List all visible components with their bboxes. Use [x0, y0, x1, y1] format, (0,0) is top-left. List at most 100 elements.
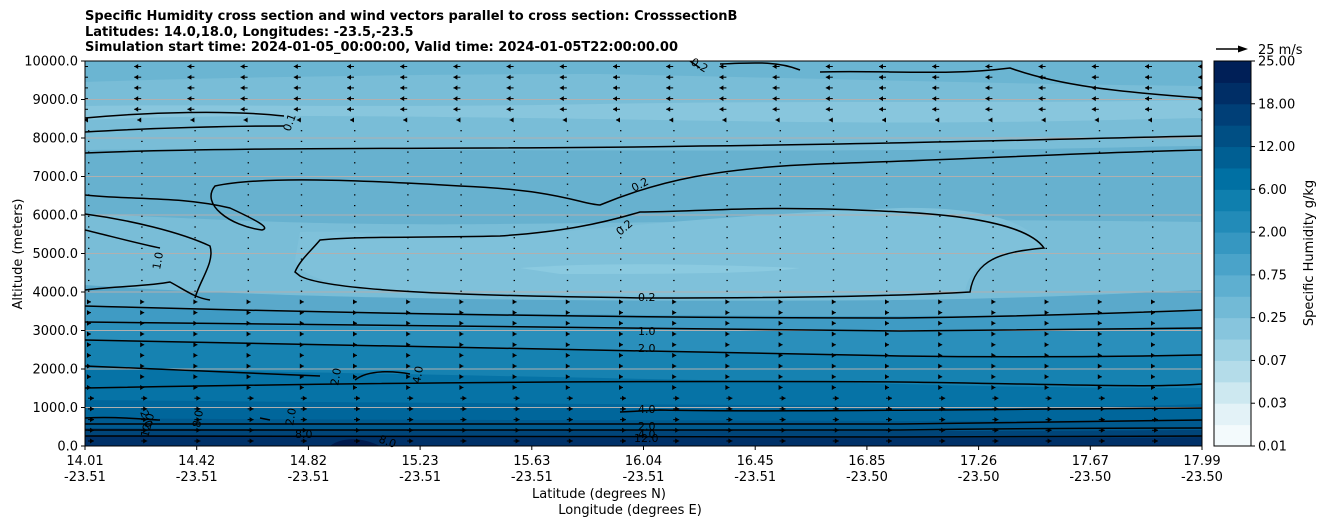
- colorbar-tick-label-4: 0.75: [1258, 268, 1287, 283]
- wind-vector: [886, 290, 888, 292]
- wind-vector: [932, 74, 940, 80]
- y-axis: 0.0 1000.0 2000.0 3000.0 4000.0 5000.0 6000.0 7…: [24, 55, 85, 455]
- wind-vector: [620, 205, 622, 207]
- wind-vector: [725, 331, 730, 337]
- wind-vector: [459, 310, 464, 316]
- wind-vector: [1205, 152, 1206, 153]
- wind-vector: [1205, 259, 1206, 260]
- wind-vector: [1098, 183, 1101, 185]
- wind-vector: [1045, 258, 1047, 260]
- wind-vector: [831, 310, 836, 316]
- wind-vector: [88, 290, 90, 292]
- wind-vector: [832, 417, 839, 423]
- wind-vector: [407, 194, 409, 196]
- wind-vector: [672, 310, 677, 316]
- wind-vector: [512, 374, 517, 380]
- wind-vector: [87, 342, 91, 348]
- wind-vector: [886, 237, 888, 239]
- wind-vector: [1151, 363, 1155, 369]
- wind-vector: [187, 96, 195, 102]
- wind-vector: [666, 64, 674, 69]
- wind-vector: [194, 162, 196, 164]
- wind-vector: [1045, 427, 1052, 433]
- wind-vector: [87, 363, 91, 369]
- wind-vector: [1151, 299, 1155, 305]
- wind-vector: [832, 140, 835, 142]
- wind-vector: [194, 427, 201, 433]
- wind-vector: [299, 310, 304, 316]
- wind-vector: [778, 310, 783, 316]
- wind-vector: [672, 385, 677, 390]
- wind-vector: [246, 331, 251, 337]
- wind-vector: [134, 74, 142, 80]
- wind-vector: [293, 64, 301, 69]
- wind-vector: [566, 395, 573, 401]
- wind-vector: [353, 352, 357, 358]
- wind-vector: [779, 258, 781, 260]
- contour-label: 12.0: [138, 412, 157, 439]
- wind-vector: [992, 130, 994, 132]
- x-tick-label-lat-1: 14.42: [178, 454, 215, 469]
- wind-vector: [886, 140, 888, 142]
- wind-vector: [407, 395, 414, 401]
- wind-vector: [1045, 269, 1047, 271]
- wind-vector: [194, 290, 196, 292]
- wind-vector: [354, 226, 356, 228]
- wind-vector: [1097, 320, 1102, 326]
- band-upper-darker: [85, 61, 1202, 86]
- wind-vector: [886, 258, 888, 260]
- wind-vector: [88, 247, 90, 249]
- wind-vector: [620, 406, 626, 412]
- wind-vector: [506, 74, 514, 80]
- wind-vector: [939, 226, 941, 228]
- wind-vector: [726, 194, 728, 196]
- colorbar-level-6: [1214, 296, 1251, 319]
- wind-vector: [566, 237, 569, 239]
- wind-vector: [1098, 140, 1101, 142]
- wind-vector: [1145, 96, 1152, 102]
- wind-vector: [194, 438, 201, 444]
- x-tick-label-lon-2: -23.51: [287, 470, 329, 485]
- wind-vector: [354, 406, 360, 412]
- wind-vector: [885, 331, 889, 337]
- wind-vector: [1098, 215, 1101, 217]
- wind-vector: [247, 183, 249, 185]
- contour-2-main: [85, 339, 1202, 358]
- wind-vector: [562, 117, 567, 123]
- wind-vector: [779, 215, 781, 217]
- wind-vector: [247, 290, 249, 292]
- wind-vector: [1045, 183, 1047, 185]
- wind-vector: [673, 130, 675, 132]
- wind-vector: [300, 269, 303, 271]
- wind-vector: [885, 374, 889, 380]
- colorbar-tick-label-0: 0.01: [1258, 440, 1287, 455]
- wind-vector: [407, 279, 409, 282]
- wind-vector: [88, 406, 94, 412]
- wind-vector: [513, 279, 515, 282]
- y-tick-label-4: 4000.0: [33, 286, 79, 301]
- wind-vector: [619, 310, 623, 316]
- wind-vector: [407, 172, 409, 175]
- wind-vector: [832, 183, 835, 185]
- wind-vector: [246, 299, 251, 305]
- wind-vector: [1152, 247, 1154, 249]
- wind-vector: [453, 64, 461, 69]
- wind-vector: [992, 269, 994, 271]
- wind-vector: [1152, 427, 1158, 433]
- wind-vector: [513, 183, 515, 185]
- contour-label: 1.0: [638, 325, 656, 338]
- wind-vector: [566, 279, 569, 282]
- wind-vector: [832, 194, 835, 196]
- wind-vector: [354, 395, 360, 401]
- x-tick-label-lat-5: 16.04: [625, 454, 662, 469]
- wind-vector: [1151, 331, 1155, 337]
- wind-vector: [886, 183, 888, 185]
- wind-vector: [559, 74, 567, 80]
- wind-vector: [353, 363, 357, 369]
- x-axis-label-latitude: Latitude (degrees N): [532, 487, 666, 502]
- wind-vector: [673, 151, 675, 153]
- wind-vector: [193, 374, 198, 380]
- wind-vector: [779, 140, 781, 142]
- wind-vector: [513, 438, 520, 444]
- wind-vector: [88, 427, 94, 433]
